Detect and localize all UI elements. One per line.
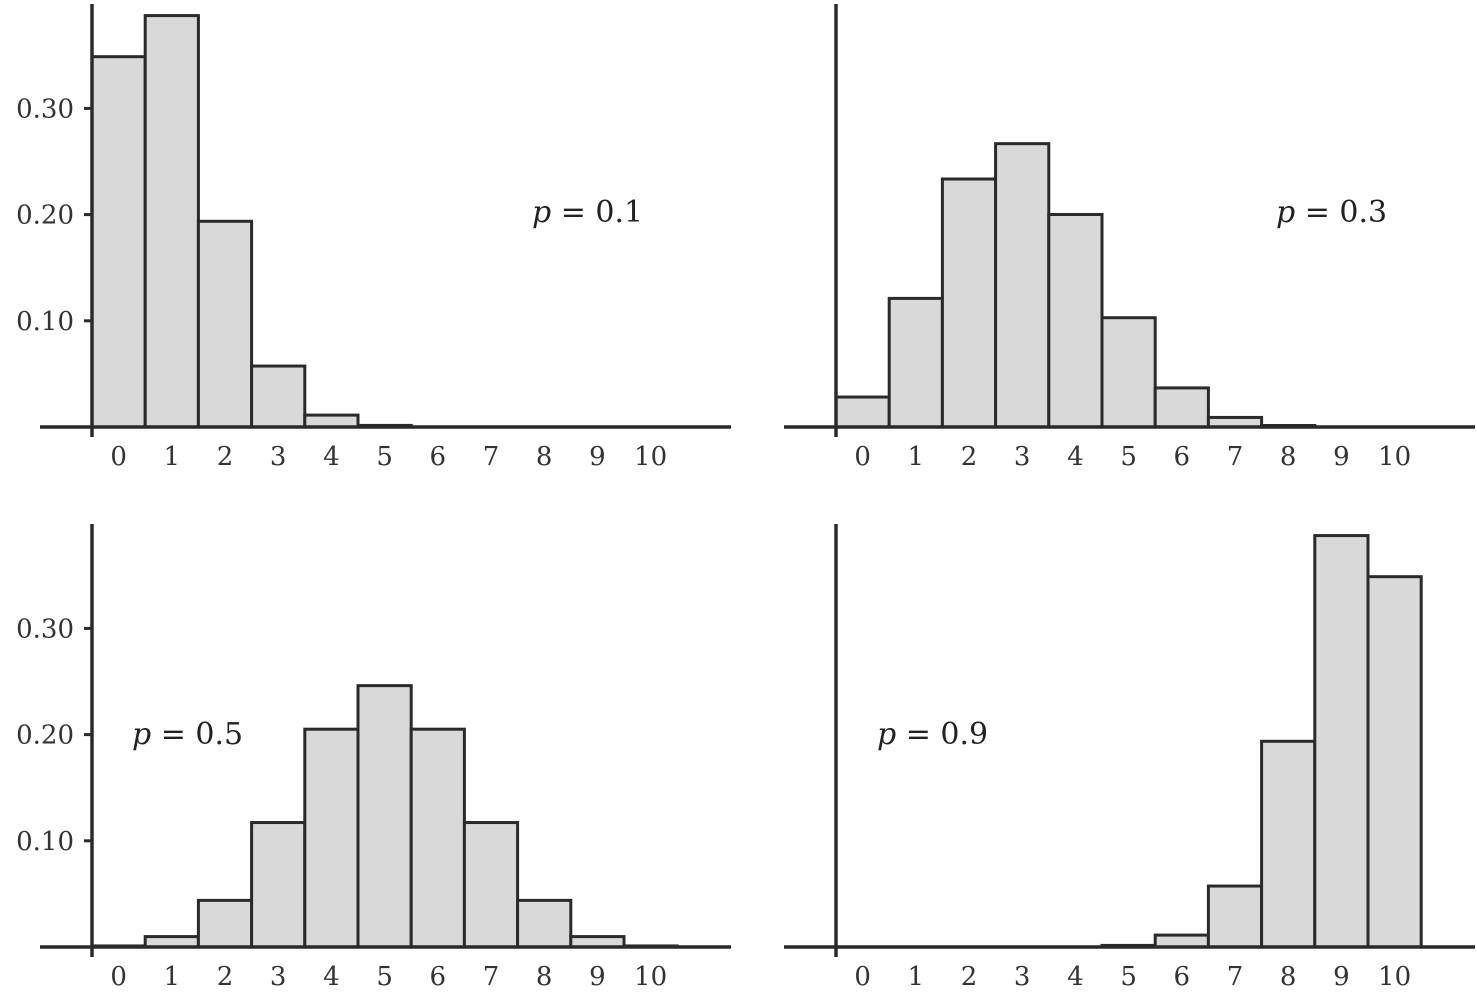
x-tick-label: 10 <box>1378 442 1411 472</box>
x-tick-label: 4 <box>323 442 340 472</box>
x-tick-label: 0 <box>854 442 871 472</box>
y-tick-label: 0.30 <box>16 614 74 644</box>
x-tick-label: 9 <box>1333 442 1350 472</box>
bar-6 <box>409 727 466 949</box>
p-annotation: p = 0.5 <box>132 717 243 752</box>
bar-7 <box>462 821 520 949</box>
bar-3 <box>994 142 1051 429</box>
x-tick-label: 4 <box>1067 442 1084 472</box>
bar-6 <box>1153 386 1210 429</box>
bar-3 <box>250 364 307 429</box>
x-tick-label: 1 <box>164 442 181 472</box>
bar-10 <box>1366 575 1423 949</box>
x-tick-label: 1 <box>908 962 925 992</box>
x-tick-label: 2 <box>217 442 234 472</box>
x-tick-label: 3 <box>270 442 287 472</box>
bar-2 <box>196 898 254 949</box>
x-tick-label: 1 <box>908 442 925 472</box>
x-tick-label: 6 <box>1174 962 1191 992</box>
x-tick-label: 0 <box>854 962 871 992</box>
bar-1 <box>887 296 944 429</box>
panel-2: 0 1 2 3 4 5 6 7 8 9 10 0.10 0.20 0.30 p = 0.5 <box>16 524 731 992</box>
x-tick-label: 2 <box>961 962 978 992</box>
x-tick-label: 7 <box>1227 442 1244 472</box>
x-tick-label: 1 <box>164 962 181 992</box>
bar-2 <box>196 219 254 429</box>
x-tick-label: 7 <box>483 962 500 992</box>
bar-9 <box>1313 534 1370 949</box>
x-tick-label: 4 <box>1067 962 1084 992</box>
bar-5 <box>1100 316 1157 429</box>
bar-8 <box>1260 739 1317 949</box>
x-tick-label: 9 <box>589 442 606 472</box>
x-tick-label: 8 <box>536 962 553 992</box>
x-tick-label: 2 <box>217 962 234 992</box>
x-tick-label: 3 <box>270 962 287 992</box>
bar-1 <box>143 14 200 429</box>
bar-4 <box>1047 212 1104 429</box>
bar-3 <box>250 821 307 949</box>
bar-0 <box>90 55 147 429</box>
panel-1: 0 1 2 3 4 5 6 7 8 9 10 p = 0.3 <box>784 4 1475 472</box>
x-tick-label: 0 <box>110 962 127 992</box>
x-tick-label: 10 <box>634 442 667 472</box>
p-annotation: p = 0.1 <box>532 195 643 230</box>
x-tick-label: 5 <box>1120 962 1137 992</box>
y-tick-label: 0.30 <box>16 94 74 124</box>
y-tick-label: 0.10 <box>16 307 74 337</box>
x-tick-label: 6 <box>1174 442 1191 472</box>
x-tick-label: 0 <box>110 442 127 472</box>
p-annotation: p = 0.9 <box>877 717 988 752</box>
panel-0: 0 1 2 3 4 5 6 7 8 9 10 0.10 0.20 0.30 p = 0.1 <box>16 4 731 472</box>
y-tick-label: 0.10 <box>16 827 74 857</box>
panel-3: 0 1 2 3 4 5 6 7 8 9 10 p = 0.9 <box>784 524 1475 992</box>
bar-0 <box>834 395 891 429</box>
x-tick-label: 3 <box>1014 442 1031 472</box>
x-tick-label: 3 <box>1014 962 1031 992</box>
x-tick-label: 7 <box>483 442 500 472</box>
x-tick-label: 5 <box>376 442 393 472</box>
bar-5 <box>356 684 413 949</box>
p-annotation: p = 0.3 <box>1276 195 1387 230</box>
x-tick-label: 10 <box>1378 962 1411 992</box>
x-tick-label: 2 <box>961 442 978 472</box>
x-tick-label: 7 <box>1227 962 1244 992</box>
bar-6 <box>1153 933 1210 949</box>
x-tick-label: 9 <box>589 962 606 992</box>
bar-4 <box>303 413 360 429</box>
x-tick-label: 5 <box>376 962 393 992</box>
bar-4 <box>303 727 360 949</box>
x-tick-label: 10 <box>634 962 667 992</box>
x-tick-label: 6 <box>430 442 447 472</box>
x-tick-label: 6 <box>430 962 447 992</box>
x-tick-label: 8 <box>1280 962 1297 992</box>
x-tick-label: 4 <box>323 962 340 992</box>
bar-7 <box>1206 884 1264 949</box>
bar-2 <box>940 177 998 429</box>
bar-8 <box>516 898 573 949</box>
y-tick-label: 0.20 <box>16 721 74 751</box>
x-tick-label: 9 <box>1333 962 1350 992</box>
x-tick-label: 8 <box>536 442 553 472</box>
y-tick-label: 0.20 <box>16 201 74 231</box>
x-tick-label: 5 <box>1120 442 1137 472</box>
x-tick-label: 8 <box>1280 442 1297 472</box>
